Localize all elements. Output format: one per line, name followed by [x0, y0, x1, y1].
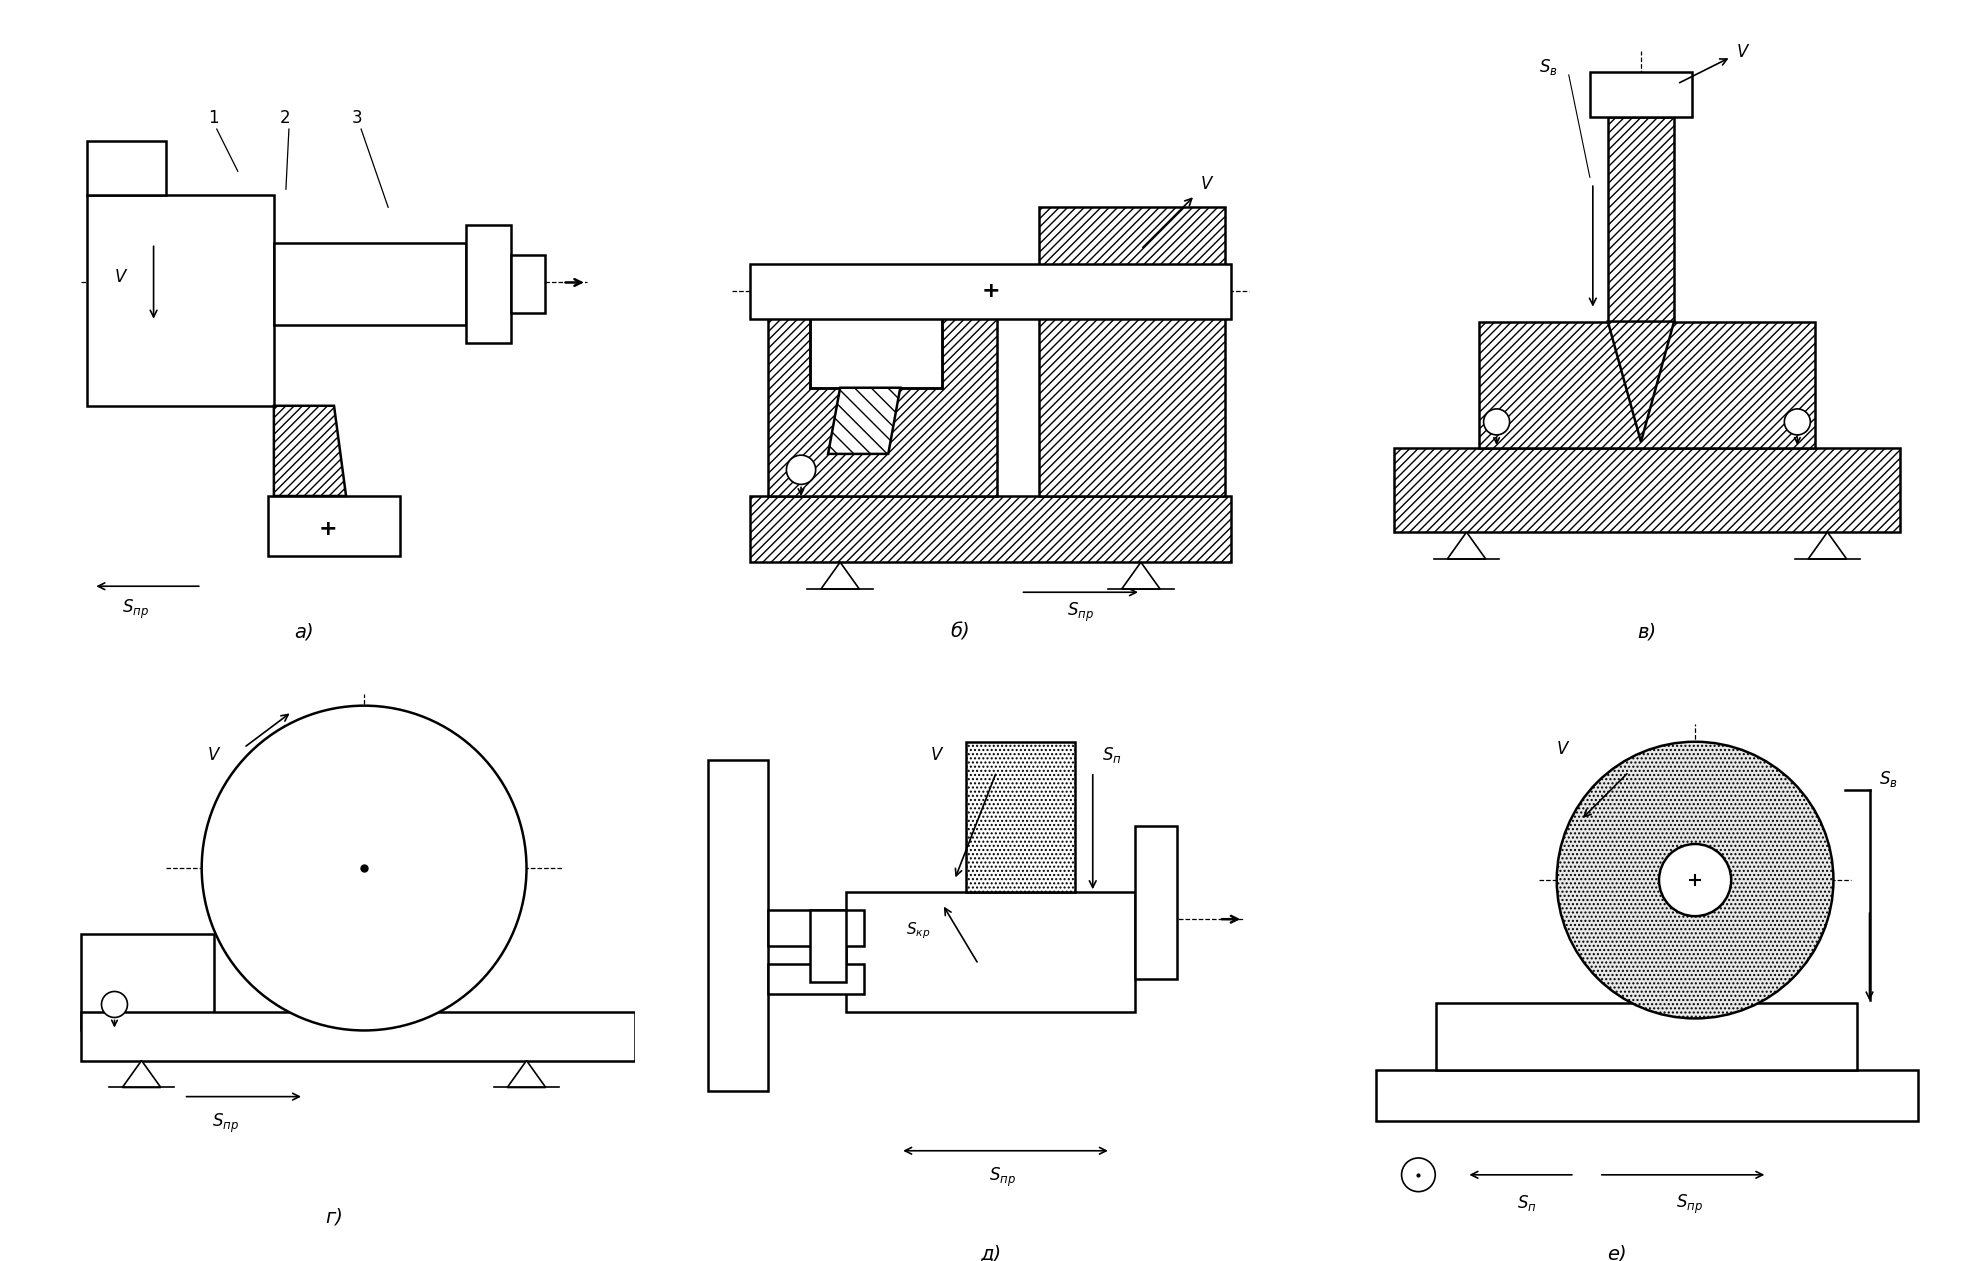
Bar [966, 741, 1075, 892]
Bar [768, 285, 996, 496]
Bar [810, 910, 845, 982]
Bar [750, 496, 1230, 562]
Text: V: V [1556, 740, 1568, 758]
Circle shape [101, 991, 127, 1018]
Circle shape [202, 706, 527, 1030]
Bar [1394, 448, 1899, 532]
Text: е): е) [1606, 1245, 1626, 1261]
Polygon shape [123, 1061, 160, 1087]
Text: $S_{пр}$: $S_{пр}$ [1675, 1193, 1701, 1216]
Circle shape [1483, 409, 1509, 435]
Text: б): б) [950, 623, 970, 642]
Text: V: V [1736, 43, 1748, 61]
Bar [511, 256, 545, 313]
Text: $S_{в}$: $S_{в}$ [1877, 769, 1897, 789]
Circle shape [1402, 1158, 1436, 1192]
Polygon shape [828, 387, 899, 454]
Bar [768, 910, 863, 946]
Polygon shape [820, 562, 859, 589]
Polygon shape [273, 406, 346, 496]
Bar [267, 496, 400, 556]
Bar [87, 195, 273, 406]
Bar [768, 965, 863, 995]
Text: 2: 2 [279, 108, 291, 127]
Text: а): а) [293, 623, 313, 642]
Text: 3: 3 [352, 108, 362, 127]
Bar [810, 298, 942, 387]
Text: $S_{пр}$: $S_{пр}$ [988, 1165, 1016, 1189]
Circle shape [786, 455, 816, 484]
Text: 1: 1 [208, 108, 218, 127]
Bar [1477, 322, 1814, 448]
Text: в): в) [1637, 623, 1655, 642]
Polygon shape [1447, 532, 1485, 559]
Bar [1590, 72, 1691, 117]
Bar [1135, 826, 1176, 980]
Bar [1436, 1004, 1857, 1069]
Text: V: V [1200, 175, 1212, 193]
Text: $S_{пр}$: $S_{пр}$ [1067, 601, 1093, 624]
Polygon shape [507, 1061, 544, 1087]
Text: +: + [980, 281, 1000, 301]
Polygon shape [1608, 322, 1673, 441]
Polygon shape [1121, 562, 1160, 589]
Bar [845, 892, 1135, 1013]
Bar [750, 265, 1230, 319]
Text: $S_{кр}$: $S_{кр}$ [905, 921, 931, 941]
Text: $S_{п}$: $S_{п}$ [1517, 1193, 1536, 1213]
Text: д): д) [980, 1245, 1000, 1261]
Text: V: V [115, 269, 127, 286]
Circle shape [1556, 741, 1833, 1019]
Bar [81, 934, 214, 1030]
Bar [81, 1013, 634, 1061]
Circle shape [1784, 409, 1810, 435]
Bar [465, 226, 511, 343]
Text: $S_{п}$: $S_{п}$ [1101, 745, 1121, 764]
Bar [1376, 1069, 1917, 1121]
Text: $S_{в}$: $S_{в}$ [1538, 57, 1556, 77]
Circle shape [1657, 844, 1731, 917]
Bar [87, 141, 166, 195]
Text: V: V [931, 745, 940, 764]
Text: $S_{пр}$: $S_{пр}$ [212, 1111, 240, 1135]
Bar [273, 243, 465, 324]
Text: $S_{пр}$: $S_{пр}$ [123, 598, 148, 622]
Bar [1038, 207, 1224, 496]
Text: г): г) [325, 1208, 343, 1227]
Bar [707, 760, 768, 1091]
Text: +: + [319, 520, 337, 540]
Text: V: V [208, 745, 220, 764]
Polygon shape [1808, 532, 1845, 559]
Bar [1608, 117, 1673, 322]
